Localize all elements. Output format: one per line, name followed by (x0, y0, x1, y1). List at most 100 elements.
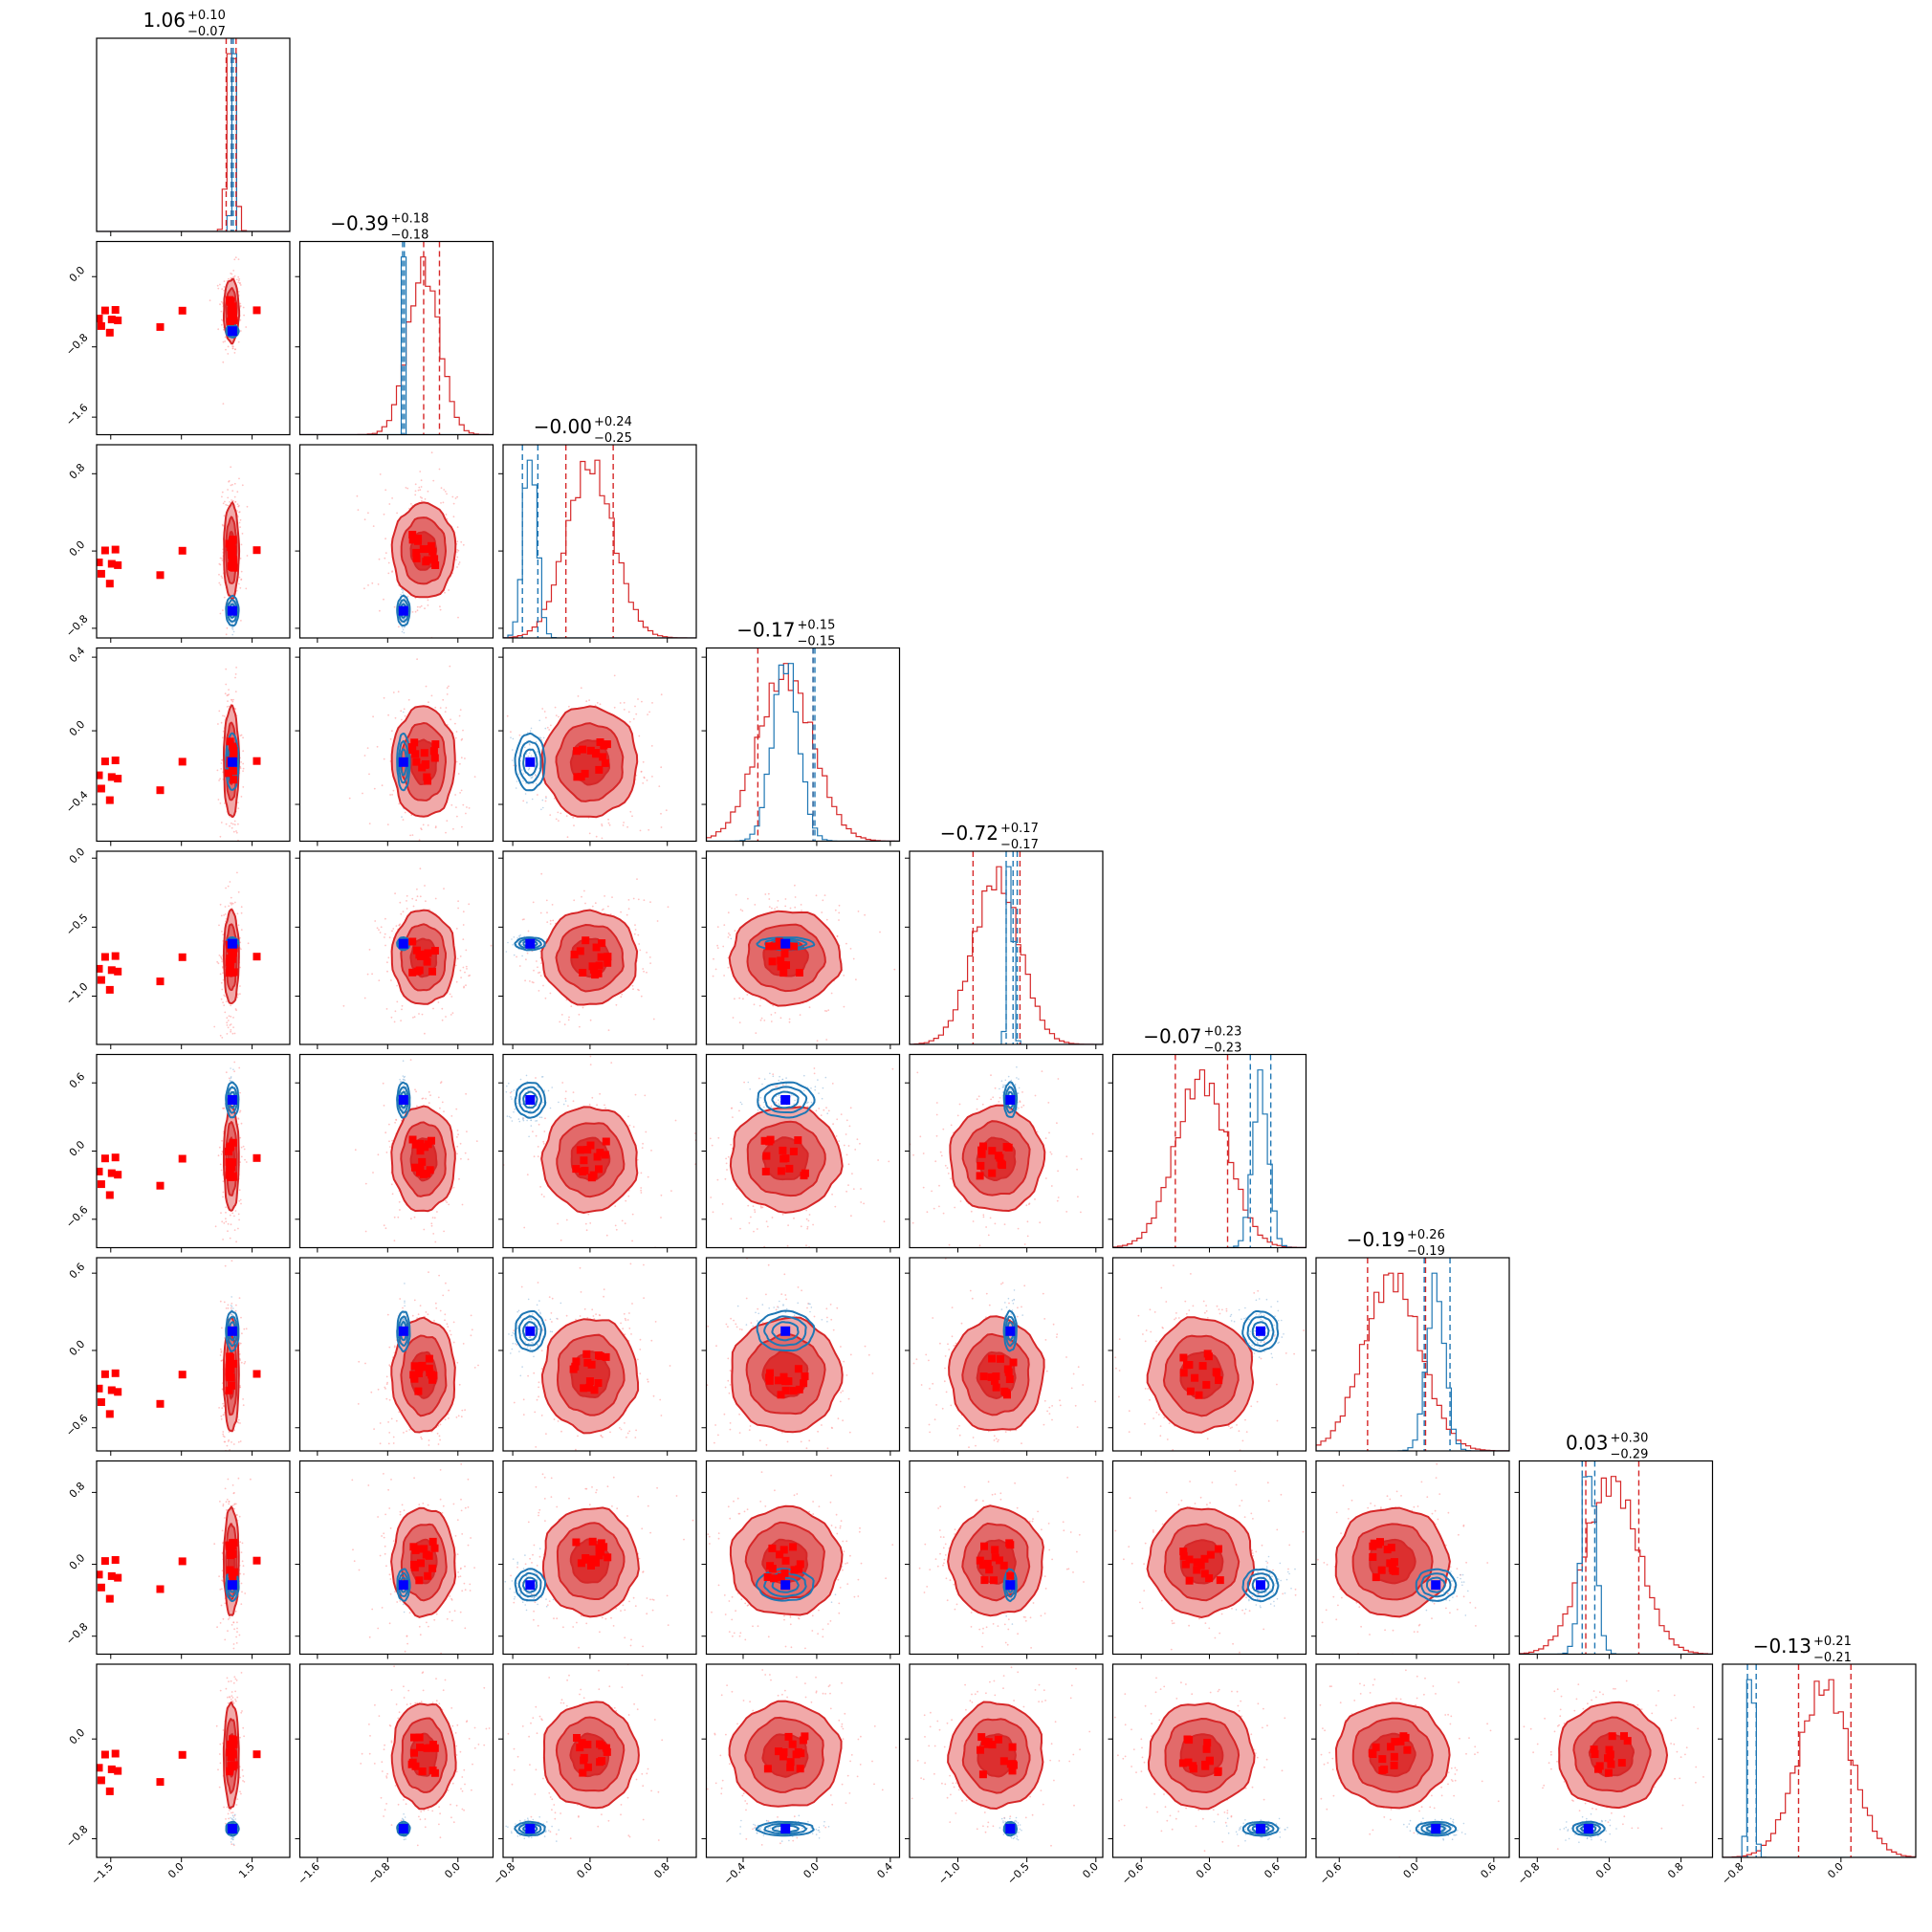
hist-panel-0: 1.06 +0.10 −0.07 (96, 9, 291, 236)
panel-frame-7-7 (1518, 1460, 1714, 1656)
red-markers-0-1 (97, 296, 261, 337)
truth-marker-5-7 (1256, 1580, 1265, 1591)
truth-marker-1-2 (398, 605, 408, 616)
blue-contour-2-4-0 (514, 936, 546, 952)
blue-contour-2-5-1 (518, 1086, 542, 1114)
red-markers-1-7 (409, 1537, 439, 1585)
panel-frame-4-7 (909, 1460, 1104, 1656)
truth-marker-7-8 (1583, 1824, 1593, 1833)
xtick-label-0-0: −1.5 (89, 1860, 116, 1887)
xtick-label-4-1: −0.5 (1005, 1860, 1032, 1887)
panel-frame-3-8 (705, 1663, 901, 1858)
truth-marker-2-4 (525, 938, 536, 949)
red-markers-5-6 (1179, 1350, 1223, 1399)
panel-frame-1-4 (298, 850, 494, 1045)
blue-contour-3-5-0 (757, 1081, 816, 1119)
truth-marker-1-8 (398, 1824, 408, 1833)
xtick-label-7-1: 0.0 (1593, 1860, 1614, 1881)
blue-contour-3-6-1 (763, 1315, 807, 1347)
title-median-6: −0.19 (1347, 1228, 1405, 1251)
scatter-panel-2-4 (498, 850, 697, 1049)
red-markers-4-8 (977, 1733, 1018, 1779)
ytick-label-4-2: 0.0 (67, 845, 88, 867)
red-markers-5-7 (1179, 1545, 1224, 1585)
red-markers-4-7 (976, 1539, 1015, 1585)
truth-marker-0-2 (227, 605, 237, 616)
ytick-label-3-0: −0.4 (63, 789, 90, 816)
blue-contour-3-8-0 (755, 1820, 815, 1837)
title-minus-6: −0.19 (1407, 1244, 1445, 1259)
hist-panel-4: −0.72 +0.17 −0.17 (905, 822, 1104, 1049)
ytick-label-6-2: 0.6 (67, 1261, 88, 1282)
red-markers-1-4 (408, 937, 439, 977)
xtick-label-8-0: −0.8 (1720, 1860, 1746, 1887)
ytick-label-2-2: 0.8 (67, 461, 88, 482)
ytick-label-2-0: −0.8 (63, 612, 90, 639)
title-plus-3: +0.15 (798, 619, 836, 633)
blue-contour-0-3-0 (225, 732, 240, 791)
truth-marker-0-1 (227, 326, 237, 337)
red-markers-3-5 (760, 1135, 809, 1180)
blue-hist-3 (706, 663, 900, 842)
blue-contour-2-6-1 (517, 1315, 542, 1347)
red-markers-1-2 (408, 531, 440, 569)
ytick-label-6-0: −0.6 (63, 1412, 90, 1438)
red-markers-2-5 (572, 1137, 610, 1182)
blue-contour-3-5-1 (763, 1086, 808, 1114)
blue-contour-5-6-1 (1246, 1315, 1275, 1348)
title-median-1: −0.39 (330, 212, 388, 235)
scatter-panel-0-2: −0.8 0.0 0.8 (63, 444, 291, 643)
xtick-label-4-2: 0.0 (1080, 1860, 1101, 1881)
truth-marker-3-7 (780, 1580, 791, 1591)
xtick-label-3-1: 0.0 (801, 1860, 822, 1881)
truth-marker-2-7 (525, 1580, 536, 1591)
title-0: 1.06 +0.10 −0.07 (143, 9, 225, 39)
xtick-label-2-1: 0.0 (574, 1860, 595, 1881)
blue-contour-2-5-0 (514, 1082, 547, 1119)
red-markers-0-8 (97, 1735, 261, 1795)
scatter-panel-2-5 (498, 1053, 697, 1253)
title-plus-8: +0.21 (1813, 1635, 1852, 1649)
truth-marker-2-8 (525, 1824, 536, 1833)
scatter-panel-5-7 (1108, 1460, 1307, 1659)
blue-contour-0-8-0 (225, 1820, 240, 1837)
red-markers-3-6 (765, 1365, 809, 1399)
panel-frame-0-7 (96, 1460, 291, 1656)
ytick-label-1-0: −1.6 (63, 402, 90, 428)
ytick-label-4-1: −0.5 (63, 911, 90, 938)
blue-contour-6-7-2 (1426, 1576, 1446, 1593)
blue-contour-2-4-1 (517, 938, 542, 950)
red-markers-7-8 (1590, 1732, 1632, 1777)
blue-contour-2-6-2 (521, 1321, 538, 1342)
blue-hist-2 (503, 459, 696, 638)
blue-contour-2-7-0 (514, 1568, 547, 1602)
title-median-4: −0.72 (940, 822, 999, 845)
ytick-label-5-2: 0.6 (67, 1070, 88, 1091)
red-markers-1-6 (409, 1354, 438, 1395)
panel-frame-6-8 (1315, 1663, 1510, 1858)
xtick-label-1-1: −0.8 (365, 1860, 392, 1887)
xtick-label-7-2: 0.8 (1665, 1860, 1686, 1881)
blue-contour-7-8-0 (1571, 1820, 1606, 1837)
red-hist-7 (1519, 1476, 1713, 1655)
truth-marker-0-3 (227, 757, 237, 767)
scatter-panel-4-5 (905, 1053, 1104, 1253)
panel-frame-0-6 (96, 1257, 291, 1452)
blue-contour-6-8-1 (1420, 1822, 1452, 1835)
scatter-panel-1-5 (295, 1053, 494, 1253)
scatter-panel-0-3: −0.4 0.0 0.4 (63, 645, 291, 846)
ytick-label-5-1: 0.0 (67, 1138, 88, 1159)
blue-contour-4-5-0 (1002, 1081, 1019, 1118)
panel-frame-0-0 (96, 37, 291, 232)
blue-hist-4 (910, 866, 1103, 1044)
title-median-5: −0.07 (1143, 1025, 1201, 1048)
scatter-panel-7-8: −0.8 0.0 0.8 (1514, 1663, 1714, 1887)
scatter-panel-1-8: −1.6 −0.8 0.0 (295, 1663, 494, 1887)
red-hist-2 (503, 459, 696, 638)
blue-contour-1-8-0 (396, 1820, 411, 1836)
truth-marker-3-8 (780, 1824, 791, 1833)
red-markers-2-7 (572, 1537, 612, 1570)
panel-frame-2-7 (502, 1460, 697, 1656)
blue-contour-2-3-0 (514, 732, 546, 792)
xtick-label-4-0: −1.0 (936, 1860, 963, 1887)
